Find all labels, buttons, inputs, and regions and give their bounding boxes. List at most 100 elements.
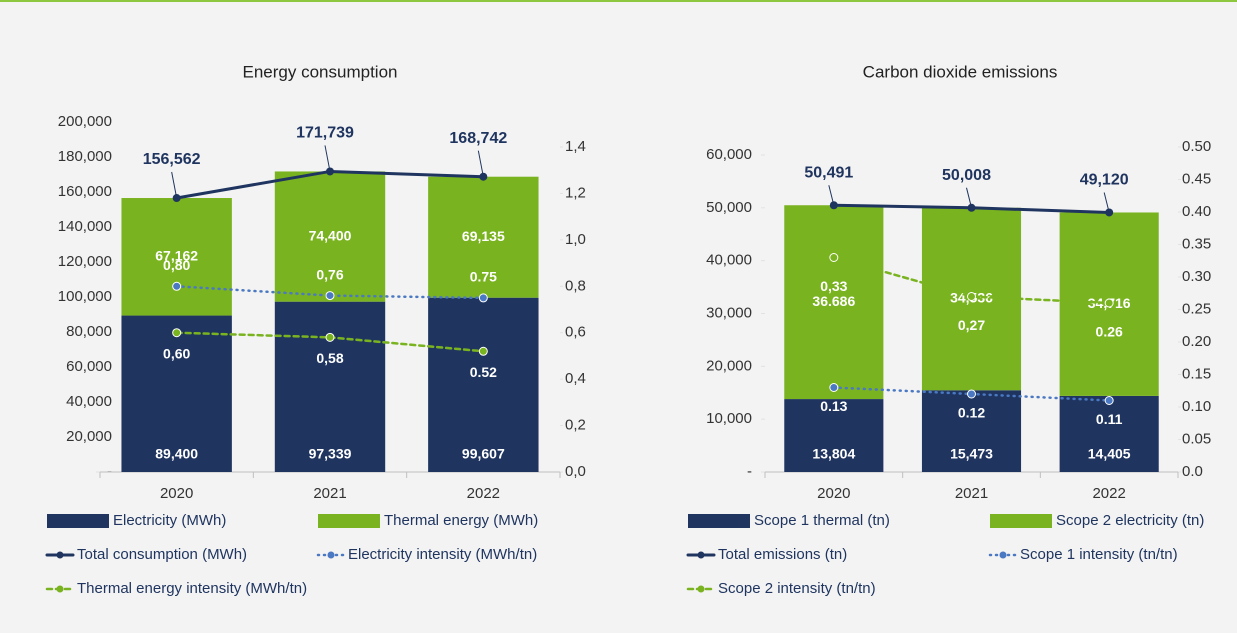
legend-label: Scope 1 intensity (tn/tn) xyxy=(1020,546,1178,563)
y2-tick-label: 0.35 xyxy=(1182,235,1211,252)
legend-swatch xyxy=(318,514,380,528)
y-tick-label: 80,000 xyxy=(66,323,112,340)
y-tick-label: - xyxy=(747,463,752,480)
legend-label: Thermal energy (MWh) xyxy=(384,512,538,529)
line-marker xyxy=(172,328,182,338)
x-tick-label: 2020 xyxy=(160,485,193,502)
data-label: 0.11 xyxy=(1096,411,1123,427)
legend-label: Electricity intensity (MWh/tn) xyxy=(348,546,537,563)
data-label: 14,405 xyxy=(1088,446,1131,462)
data-label: 0,80 xyxy=(163,257,190,273)
data-label: 0.26 xyxy=(1096,324,1123,340)
y2-tick-label: 0.05 xyxy=(1182,430,1211,447)
data-label: 99,607 xyxy=(462,446,505,462)
y2-tick-label: 0,8 xyxy=(565,277,586,294)
leader-line xyxy=(477,150,484,177)
bar xyxy=(274,171,386,302)
y2-tick-label: 0.40 xyxy=(1182,203,1211,220)
y2-tick-label: 0.10 xyxy=(1182,398,1211,415)
y-tick-label: - xyxy=(107,463,112,480)
y2-tick-label: 0.45 xyxy=(1182,170,1211,187)
y-tick-label: 180,000 xyxy=(58,148,112,165)
legend-swatch xyxy=(47,514,109,528)
line-marker xyxy=(325,291,335,301)
data-label: 13,804 xyxy=(812,446,855,462)
y2-tick-label: 0,6 xyxy=(565,324,586,341)
leader-line xyxy=(324,145,331,172)
y2-tick-label: 0.20 xyxy=(1182,333,1211,350)
line-marker xyxy=(325,332,335,342)
data-label: 97,339 xyxy=(309,446,352,462)
line-marker xyxy=(1104,396,1114,405)
leader-line xyxy=(828,185,835,206)
x-tick-label: 2021 xyxy=(955,485,988,502)
data-label: 0.52 xyxy=(470,364,497,380)
bar xyxy=(428,176,539,298)
bar xyxy=(784,399,884,472)
chart-title: Carbon dioxide emissions xyxy=(863,62,1058,81)
data-label: 156,562 xyxy=(143,151,201,168)
x-tick-label: 2022 xyxy=(1092,485,1125,502)
legend-label: Thermal energy intensity (MWh/tn) xyxy=(77,580,307,597)
legend-swatch xyxy=(990,514,1052,528)
leader-line xyxy=(171,171,178,199)
legend-marker xyxy=(697,585,705,593)
y2-tick-label: 0.0 xyxy=(1182,463,1203,480)
y2-tick-label: 1,2 xyxy=(565,184,586,201)
data-label: 0,76 xyxy=(316,266,343,282)
line-marker xyxy=(967,389,976,399)
y-tick-label: 60,000 xyxy=(66,358,112,375)
x-tick-label: 2020 xyxy=(817,485,850,502)
data-label: 69,135 xyxy=(462,228,505,244)
bar xyxy=(428,297,539,472)
y-tick-label: 140,000 xyxy=(58,218,112,235)
line-marker xyxy=(172,281,182,291)
line-marker xyxy=(829,253,839,262)
bar xyxy=(784,205,884,400)
data-label: 0.13 xyxy=(820,398,847,414)
line-marker xyxy=(829,383,839,392)
data-label: 49,120 xyxy=(1080,172,1129,189)
leader-line xyxy=(966,187,972,208)
data-label: 0,33 xyxy=(820,278,847,294)
line-marker xyxy=(478,346,488,356)
data-label: 50,008 xyxy=(942,167,991,184)
bar xyxy=(121,198,232,316)
y2-tick-label: 1,4 xyxy=(565,138,586,155)
data-label: 171,739 xyxy=(296,125,354,142)
y2-tick-label: 0.25 xyxy=(1182,300,1211,317)
y-tick-label: 20,000 xyxy=(706,357,752,374)
y2-tick-label: 0,0 xyxy=(565,463,586,480)
y-tick-label: 120,000 xyxy=(58,253,112,270)
data-label: 74,400 xyxy=(309,227,352,243)
x-tick-label: 2021 xyxy=(313,485,346,502)
data-label: 168,742 xyxy=(449,130,507,147)
data-label: 50,491 xyxy=(804,164,853,181)
y-tick-label: 60,000 xyxy=(706,146,752,163)
line-marker xyxy=(1104,298,1114,308)
legend-marker xyxy=(327,551,335,559)
y-tick-label: 100,000 xyxy=(58,288,112,305)
x-tick-label: 2022 xyxy=(467,485,500,502)
leader-line xyxy=(1103,192,1110,213)
legend-label: Total emissions (tn) xyxy=(718,546,847,563)
y-tick-label: 40,000 xyxy=(66,393,112,410)
data-label: 67,162 xyxy=(155,247,198,263)
y-tick-label: 200,000 xyxy=(58,113,112,130)
data-label: 0,27 xyxy=(958,317,985,333)
data-label: 0.75 xyxy=(470,269,497,285)
legend-marker xyxy=(56,551,64,559)
legend-label: Total consumption (MWh) xyxy=(77,546,247,563)
legend-label: Electricity (MWh) xyxy=(113,512,226,529)
data-label: 36.686 xyxy=(812,293,855,309)
chart-title: Energy consumption xyxy=(243,62,398,81)
y2-tick-label: 0,2 xyxy=(565,417,586,434)
y2-tick-label: 0.15 xyxy=(1182,365,1211,382)
legend-label: Scope 2 electricity (tn) xyxy=(1056,512,1204,529)
y2-tick-label: 0,4 xyxy=(565,370,586,387)
y2-tick-label: 0.50 xyxy=(1182,138,1211,155)
bar xyxy=(274,301,386,472)
data-label: 0,60 xyxy=(163,345,190,361)
